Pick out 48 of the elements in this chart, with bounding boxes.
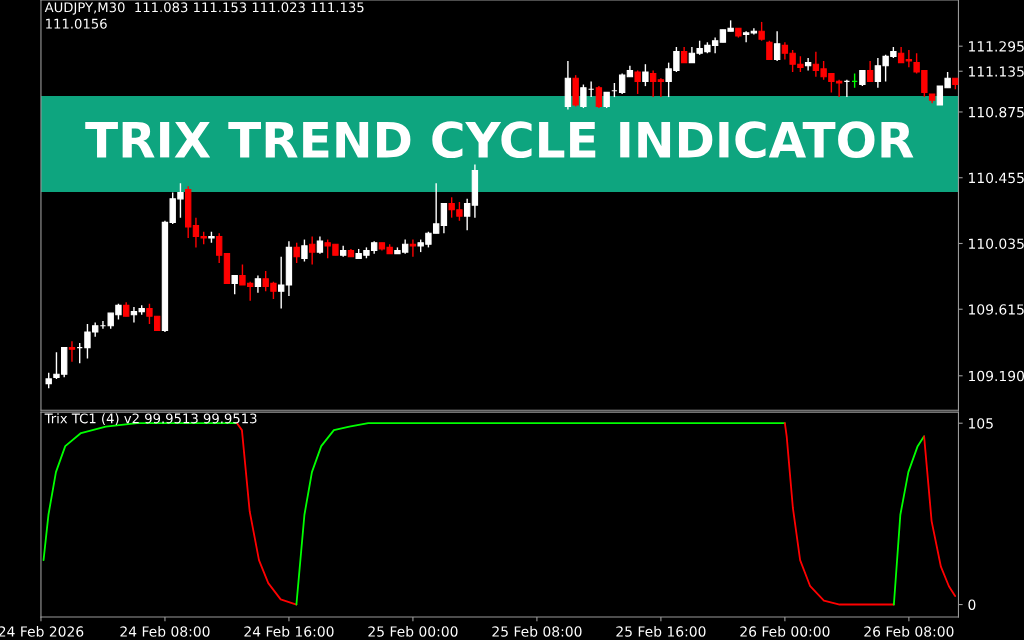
candlestick — [301, 238, 308, 263]
x-tick-label: 24 Feb 08:00 — [120, 625, 210, 637]
candlestick — [231, 274, 238, 296]
line-series — [236, 422, 298, 606]
line-series — [295, 422, 786, 606]
candlestick — [773, 30, 781, 62]
y-tick-label: 111.295 — [969, 41, 1024, 52]
candlestick — [618, 72, 626, 95]
candlestick — [580, 83, 587, 109]
candlestick — [463, 198, 471, 231]
candlestick — [766, 40, 773, 61]
candlestick — [866, 60, 874, 83]
candlestick — [905, 49, 913, 69]
candlestick — [634, 69, 641, 95]
candlestick — [216, 232, 223, 264]
x-tick-label: 25 Feb 08:00 — [492, 625, 582, 637]
x-tick-label: 26 Feb 00:00 — [740, 625, 830, 637]
candlestick — [308, 235, 316, 266]
candlestick — [293, 242, 300, 264]
y-tick-label: 0 — [968, 599, 976, 610]
y-tick-label: 111.135 — [969, 66, 1024, 77]
y-tick-label: 110.875 — [969, 106, 1024, 118]
candlestick — [642, 63, 649, 87]
x-tick-label: 24 Feb 16:00 — [244, 625, 334, 637]
annotation: 111.0156 — [46, 18, 107, 29]
line-series — [783, 422, 895, 606]
candlestick — [657, 77, 665, 98]
candlestick — [595, 85, 603, 109]
candlestick — [758, 21, 765, 42]
x-tick-label: 25 Feb 16:00 — [616, 625, 706, 637]
y-tick-label: 110.035 — [969, 238, 1024, 249]
candlestick — [440, 202, 448, 234]
annotation: AUDJPY,M30 111.083 111.153 111.023 111.135 — [44, 2, 364, 15]
x-tick-label: 26 Feb 08:00 — [864, 625, 954, 637]
text: TRIX TREND CYCLE INDICATOR — [85, 121, 914, 159]
x-tick-label: 25 Feb 00:00 — [368, 625, 458, 637]
candlestick — [742, 30, 750, 43]
y-tick-label: 109.190 — [969, 370, 1024, 382]
candlestick — [649, 69, 657, 98]
y-tick-label: 109.615 — [969, 304, 1024, 315]
y-tick-label: 110.455 — [969, 172, 1024, 184]
line-series — [923, 435, 957, 597]
candlestick — [68, 340, 76, 363]
line-series — [892, 435, 926, 606]
candlestick — [277, 256, 285, 310]
annotation: Trix TC1 (4) v2 99.9513 99.9513 — [44, 413, 257, 425]
y-tick-label: 105 — [969, 418, 993, 429]
candlestick — [804, 57, 812, 72]
